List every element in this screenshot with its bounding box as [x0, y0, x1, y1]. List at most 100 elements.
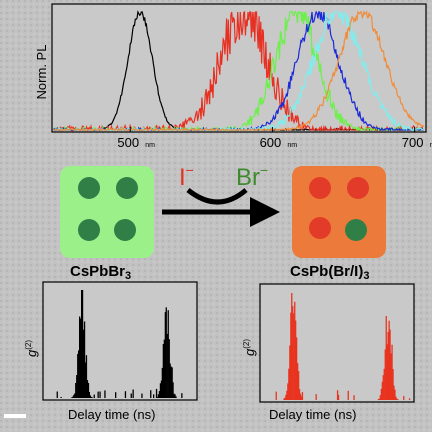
g2-right-xlabel: Delay time (ns): [269, 407, 356, 422]
red-dot: [309, 177, 331, 199]
g2-bar: [160, 380, 163, 398]
g2-bar: [73, 394, 75, 398]
green-dot: [78, 177, 100, 199]
g2-bar: [392, 369, 394, 400]
g2-bar: [290, 312, 292, 400]
g2-bar: [60, 397, 62, 398]
g2-bar: [115, 392, 117, 398]
green-dot: [345, 219, 367, 241]
g2-bar: [90, 396, 92, 398]
g2-left-panel: Delay time (ns) g(2): [24, 281, 198, 422]
g2-bar: [395, 396, 397, 400]
cspbbr3-cube: [60, 166, 154, 258]
g2-bar: [166, 333, 168, 398]
pl-tick-unit: nm: [145, 142, 155, 149]
reaction-scheme: I− Br− CsPbBr3 CsPb(Br/I)3: [60, 162, 386, 282]
g2-bar: [157, 394, 160, 398]
pl-ticks: 500 nm 600 nm 700 nm: [117, 127, 432, 150]
g2-bar: [153, 394, 155, 398]
g2-bar: [141, 393, 143, 398]
g2-bar: [81, 290, 84, 398]
g2-bar: [397, 399, 399, 400]
g2-bar: [77, 353, 79, 398]
g2-bar: [298, 371, 300, 400]
reactant-label: CsPbBr3: [70, 263, 131, 282]
g2-bar: [296, 337, 298, 400]
g2-bar: [394, 389, 396, 400]
pl-frame: [51, 3, 427, 133]
g2-bar: [287, 383, 289, 400]
g2-bar: [380, 388, 382, 400]
green-dot: [78, 219, 100, 241]
g2-bar: [383, 368, 385, 400]
g2-bar: [91, 397, 93, 398]
g2-left-ylabel: g(2): [24, 340, 39, 357]
red-dot: [309, 217, 331, 239]
g2-bar: [297, 363, 299, 400]
pl-series-line: [53, 10, 425, 131]
g2-bar: [353, 395, 355, 400]
g2-right-ylabel: g(2): [242, 339, 257, 356]
g2-bar: [93, 394, 95, 398]
g2-bar: [337, 394, 340, 400]
g2-bar: [379, 395, 381, 400]
g2-bar: [161, 367, 163, 398]
g2-bar: [291, 293, 293, 400]
pl-series-group: [52, 10, 425, 133]
exchange-arc: [186, 188, 248, 205]
pl-tick-label: 600: [260, 135, 282, 150]
g2-bar: [156, 396, 159, 398]
g2-bar: [82, 329, 85, 398]
g2-bar: [299, 393, 302, 400]
g2-bar: [164, 312, 166, 398]
red-dot: [347, 177, 369, 199]
g2-bar: [81, 290, 83, 398]
g2-bar: [174, 394, 176, 398]
g2-bar: [88, 392, 90, 398]
g2-bar: [389, 329, 391, 400]
g2-bar: [170, 366, 172, 398]
g2-bar: [84, 362, 87, 398]
g2-bar: [89, 395, 91, 398]
g2-bar: [181, 393, 183, 398]
pl-tick-unit: nm: [287, 142, 297, 149]
g2-bar: [300, 396, 303, 400]
g2-bar: [132, 389, 134, 398]
green-dot: [116, 177, 138, 199]
g2-bar: [163, 339, 165, 398]
g2-bar: [285, 394, 287, 400]
g2-bar: [391, 344, 393, 400]
g2-bar: [78, 350, 80, 398]
g2-bar: [86, 380, 89, 398]
g2-bar: [171, 367, 173, 398]
g2-bar: [162, 344, 164, 398]
green-dot: [114, 219, 136, 241]
g2-bar: [294, 301, 296, 400]
g2-bar: [378, 398, 380, 400]
pl-tick-label: 500: [117, 135, 139, 150]
g2-bar: [386, 344, 388, 400]
g2-bar: [87, 383, 90, 398]
g2-bar: [388, 320, 390, 400]
g2-bar: [315, 394, 317, 400]
pl-ylabel: Norm. PL: [34, 45, 49, 100]
g2-bar: [75, 383, 77, 398]
g2-bar: [284, 397, 286, 400]
g2-bar: [165, 307, 167, 398]
g2-bar: [158, 391, 161, 398]
g2-bar: [393, 385, 395, 400]
g2-bar: [403, 395, 405, 400]
g2-bar: [169, 363, 171, 398]
g2-bar: [396, 398, 398, 400]
pl-tick-unit: nm: [430, 142, 432, 149]
g2-bar: [80, 318, 82, 398]
g2-bar: [79, 316, 81, 398]
g2-bar: [384, 349, 386, 400]
g2-left-frame: [42, 281, 198, 401]
g2-bar: [56, 391, 58, 398]
g2-bar: [298, 389, 301, 400]
iodide-ion: I−: [179, 162, 194, 191]
g2-bar: [173, 393, 175, 398]
g2-bar: [85, 355, 88, 398]
